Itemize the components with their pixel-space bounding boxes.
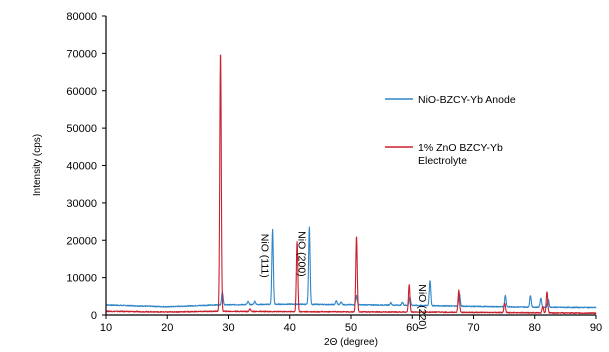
legend-label-anode: NiO-BZCY-Yb Anode xyxy=(418,94,516,106)
y-tick-label: 80000 xyxy=(66,11,97,23)
y-axis-ticks: 0 10000 20000 30000 40000 50000 60000 70000 8000… xyxy=(66,11,106,322)
series-line-electrolyte xyxy=(105,54,597,315)
y-tick-label: 10000 xyxy=(66,273,97,285)
series-line-anode xyxy=(105,226,597,309)
y-axis-title: Intensity (cps) xyxy=(32,134,43,196)
x-tick-label: 70 xyxy=(467,322,479,334)
series-layer xyxy=(105,54,597,315)
y-tick-label: 40000 xyxy=(66,161,97,173)
x-tick-label: 90 xyxy=(590,322,602,334)
x-tick-label: 80 xyxy=(529,322,541,334)
y-tick-label: 60000 xyxy=(66,86,97,98)
x-axis-ticks: 10 20 30 40 50 60 70 80 90 xyxy=(100,315,602,334)
y-tick-label: 20000 xyxy=(66,235,97,247)
plot-area: 10 20 30 40 50 60 70 80 90 0 10000 20000 30000 40000… xyxy=(66,11,602,334)
x-tick-label: 40 xyxy=(284,322,296,334)
x-tick-label: 60 xyxy=(406,322,418,334)
x-tick-label: 20 xyxy=(161,322,173,334)
legend-label-electrolyte: 1% ZnO BZCY-Yb Electrolyte xyxy=(418,142,503,167)
peak-label: NiO (220) xyxy=(416,284,428,330)
y-tick-label: 30000 xyxy=(66,198,97,210)
y-tick-label: 0 xyxy=(91,310,97,322)
x-tick-label: 10 xyxy=(100,322,112,334)
y-tick-label: 70000 xyxy=(66,48,97,60)
y-tick-label: 50000 xyxy=(66,123,97,135)
peak-label: NiO (200) xyxy=(295,231,307,277)
x-tick-label: 30 xyxy=(222,322,234,334)
peak-label: NiO (111) xyxy=(259,234,271,278)
x-axis-title: 2Θ (degree) xyxy=(324,337,378,348)
peak-labels: NiO (111) NiO (200) NiO (220) xyxy=(259,231,428,330)
legend: NiO-BZCY-Yb Anode 1% ZnO BZCY-Yb Electrol… xyxy=(385,94,516,167)
x-tick-label: 50 xyxy=(345,322,357,334)
